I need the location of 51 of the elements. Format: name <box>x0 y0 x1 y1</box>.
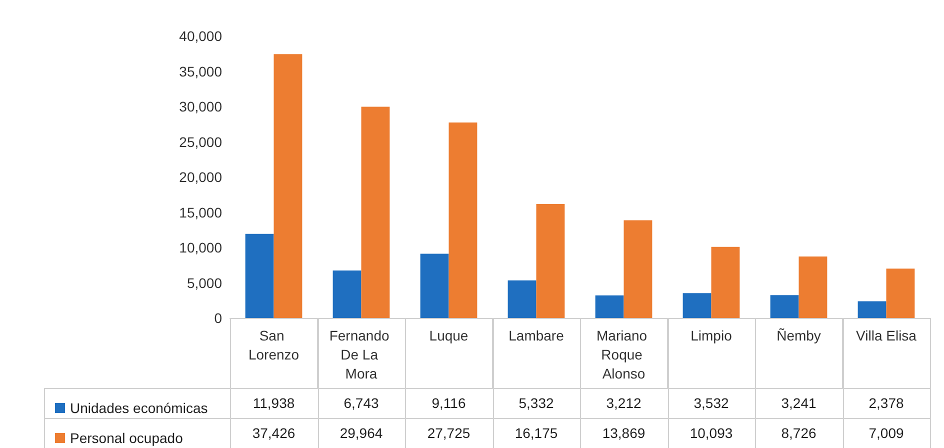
bar <box>332 270 362 318</box>
legend-label: Unidades económicas <box>70 400 208 416</box>
y-tick-label: 35,000 <box>179 63 222 80</box>
bar <box>624 220 652 318</box>
data-label: 16,175 <box>514 425 558 441</box>
x-tick-label: Limpio <box>690 328 732 344</box>
data-label: 8,726 <box>781 425 816 441</box>
y-tick-label: 40,000 <box>179 28 222 44</box>
x-tick-label: Mariano Roque Alonso <box>596 328 651 382</box>
y-tick-label: 20,000 <box>179 169 222 185</box>
data-label: 11,938 <box>252 395 295 411</box>
y-tick-label: 10,000 <box>179 240 222 256</box>
bar <box>682 293 712 318</box>
data-label: 29,964 <box>340 425 383 441</box>
data-label: 2,378 <box>868 395 904 411</box>
bar <box>770 295 799 318</box>
bar <box>245 234 274 318</box>
x-tick-label: Ñemby <box>776 328 821 344</box>
bar <box>274 54 302 318</box>
data-label: 7,009 <box>868 425 904 441</box>
x-tick-label: Villa Elisa <box>856 328 917 344</box>
data-label: 6,743 <box>344 395 379 411</box>
data-label: 37,426 <box>252 425 296 441</box>
y-tick-label: 15,000 <box>179 204 222 220</box>
data-label: 5,332 <box>518 395 554 411</box>
bar <box>420 254 449 318</box>
data-label: 3,241 <box>781 395 816 411</box>
bar <box>448 122 478 318</box>
bar <box>536 204 565 318</box>
data-label: 13,869 <box>602 425 646 441</box>
y-tick-label: 25,000 <box>179 134 222 150</box>
data-label: 9,116 <box>432 395 466 411</box>
bar <box>886 268 915 318</box>
bar <box>858 301 886 318</box>
legend-label: Personal ocupado <box>70 430 184 446</box>
bar <box>798 256 828 318</box>
data-label: 27,725 <box>427 425 470 441</box>
x-tick-label: Fernando De La Mora <box>329 328 394 382</box>
data-label: 3,532 <box>694 395 729 411</box>
bar <box>361 106 390 318</box>
y-tick-label: 0 <box>214 310 222 326</box>
y-tick-label: 30,000 <box>179 98 222 114</box>
x-tick-label: Lambare <box>508 328 564 344</box>
bar <box>508 280 536 318</box>
data-label: 3,212 <box>606 395 642 411</box>
y-tick-label: 5,000 <box>186 274 222 291</box>
x-tick-label: San Lorenzo <box>248 328 300 362</box>
data-label: 10,093 <box>690 425 733 441</box>
bar <box>711 246 740 318</box>
x-tick-label: Luque <box>429 328 468 344</box>
bar <box>595 295 624 318</box>
